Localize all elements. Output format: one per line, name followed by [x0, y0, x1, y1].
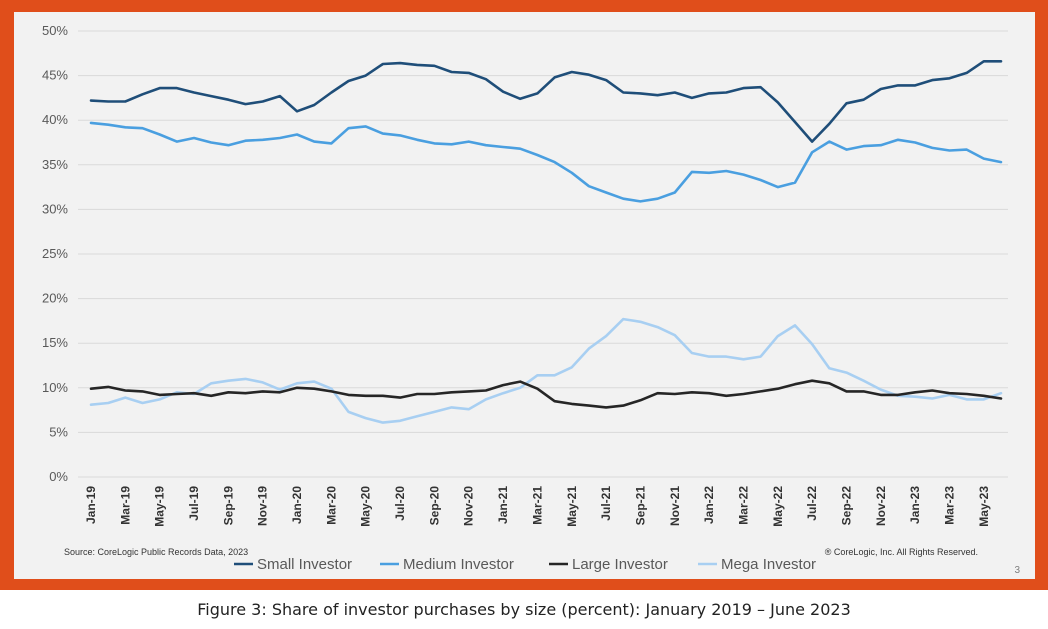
y-tick-label: 15% — [42, 335, 68, 350]
legend-label: Large Investor — [572, 556, 668, 573]
y-tick-label: 50% — [42, 23, 68, 38]
series-line-large-investor — [89, 379, 1003, 409]
line-chart: 0% 5% 10% 15% 20% 25% 30% 35% 40% 45% 50% Jan-19 Ma… — [42, 23, 1020, 576]
legend-label: Medium Investor — [403, 556, 514, 573]
x-tick-label: Mar-19 — [118, 486, 132, 525]
x-tick-label: May-23 — [977, 486, 991, 527]
copyright-note: ® CoreLogic, Inc. All Rights Reserved. — [825, 547, 978, 557]
y-tick-label: 35% — [42, 157, 68, 172]
y-axis-ticks: 0% 5% 10% 15% 20% 25% 30% 35% 40% 45% 50% — [42, 23, 68, 484]
x-tick-label: Mar-21 — [530, 486, 544, 525]
x-tick-label: Jul-22 — [805, 486, 819, 521]
legend: Small Investor Medium Investor Large Inves… — [234, 556, 816, 573]
x-tick-label: Jan-21 — [496, 486, 510, 524]
x-tick-label: May-19 — [153, 486, 167, 527]
series-lines — [89, 59, 1003, 424]
x-tick-label: Jan-19 — [84, 486, 98, 524]
x-tick-label: Sep-22 — [839, 486, 853, 526]
x-axis-ticks: Jan-19 Mar-19 May-19 Jul-19 Sep-19 Nov-19 Jan-… — [84, 486, 991, 527]
figure-caption: Figure 3: Share of investor purchases by… — [197, 600, 851, 619]
legend-item: Mega Investor — [698, 556, 816, 573]
y-tick-label: 45% — [42, 68, 68, 83]
x-tick-label: Nov-20 — [462, 486, 476, 526]
chart-panel — [14, 12, 1035, 579]
legend-item: Small Investor — [234, 556, 352, 573]
y-tick-label: 40% — [42, 112, 68, 127]
legend-label: Mega Investor — [721, 556, 816, 573]
x-tick-label: Sep-20 — [427, 486, 441, 526]
x-tick-label: May-22 — [771, 486, 785, 527]
y-tick-label: 0% — [49, 469, 68, 484]
series-line-medium-investor — [89, 121, 1003, 203]
x-tick-label: Jul-19 — [187, 486, 201, 521]
x-tick-label: May-20 — [359, 486, 373, 527]
y-tick-label: 20% — [42, 291, 68, 306]
x-tick-label: May-21 — [565, 486, 579, 527]
x-tick-label: Jan-20 — [290, 486, 304, 524]
x-tick-label: Mar-20 — [324, 486, 338, 525]
y-tick-label: 10% — [42, 380, 68, 395]
source-note: Source: CoreLogic Public Records Data, 2… — [64, 547, 248, 557]
x-tick-label: Mar-22 — [736, 486, 750, 525]
x-tick-label: Jul-20 — [393, 486, 407, 521]
x-tick-label: Nov-22 — [874, 486, 888, 526]
y-tick-label: 30% — [42, 201, 68, 216]
series-line-mega-investor — [89, 317, 1003, 424]
x-tick-label: Jan-23 — [908, 486, 922, 524]
x-tick-label: Jan-22 — [702, 486, 716, 524]
x-tick-label: Nov-19 — [256, 486, 270, 526]
x-tick-label: Mar-23 — [942, 486, 956, 525]
x-tick-label: Sep-21 — [633, 486, 647, 526]
legend-label: Small Investor — [257, 556, 352, 573]
legend-item: Large Investor — [549, 556, 668, 573]
x-tick-label: Sep-19 — [221, 486, 235, 526]
y-tick-label: 25% — [42, 246, 68, 261]
page-number: 3 — [1014, 565, 1020, 576]
legend-item: Medium Investor — [380, 556, 514, 573]
gridlines — [78, 30, 1008, 478]
x-tick-label: Jul-21 — [599, 486, 613, 521]
x-tick-label: Nov-21 — [668, 486, 682, 526]
series-line-small-investor — [89, 59, 1003, 143]
y-tick-label: 5% — [49, 424, 68, 439]
